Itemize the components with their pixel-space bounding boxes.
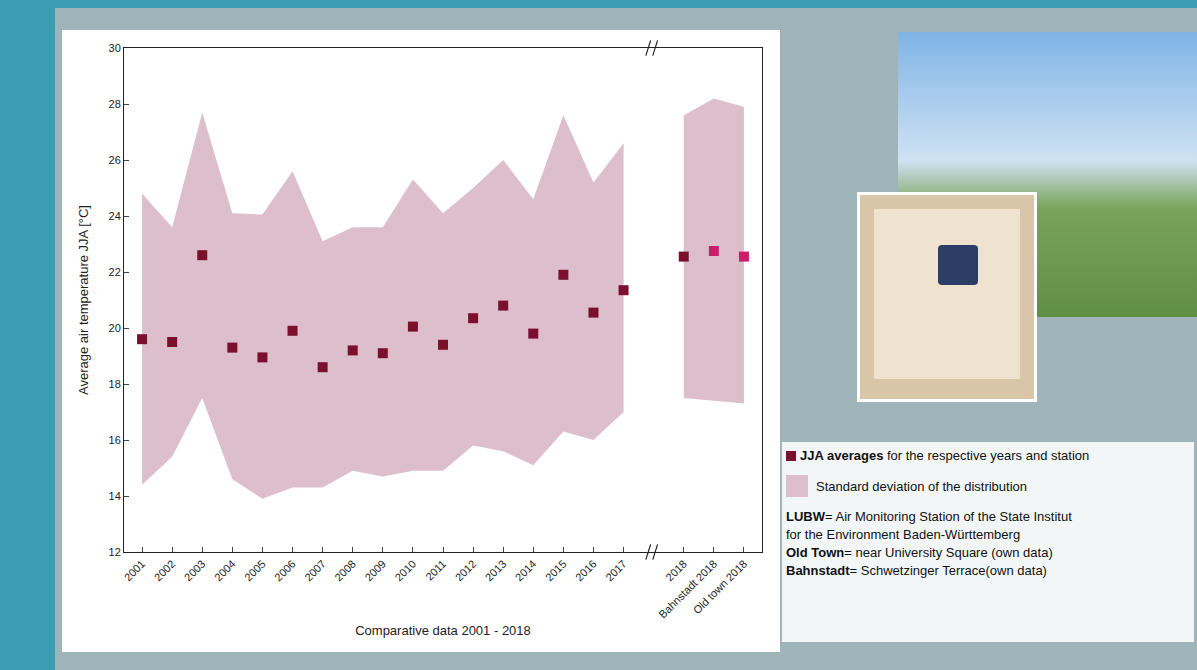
svg-text:2016: 2016 (573, 558, 599, 584)
html-text:JJA averages for the respectiv: JJA averages for the respective years an… (800, 448, 1090, 463)
svg-text:2011: 2011 (423, 558, 448, 583)
svg-text:2018: 2018 (663, 558, 689, 584)
svg-text:16: 16 (109, 434, 121, 446)
svg-text:2004: 2004 (212, 558, 238, 584)
svg-text:2017: 2017 (603, 558, 629, 584)
svg-text:2002: 2002 (152, 558, 178, 584)
html-text:for the Environment Baden-Würt: for the Environment Baden-Württemberg (786, 527, 1021, 542)
html-text:LUBW = Air Monitoring Station: LUBW = Air Monitoring Station of the Sta… (786, 509, 1072, 524)
svg-text:2014: 2014 (513, 558, 539, 584)
svg-text:2010: 2010 (392, 558, 418, 584)
svg-text:14: 14 (109, 490, 121, 502)
svg-text:2005: 2005 (242, 558, 268, 584)
svg-text:2009: 2009 (362, 558, 388, 584)
svg-text:12: 12 (109, 546, 121, 558)
svg-text:Old town 2018: Old town 2018 (691, 558, 750, 617)
svg-text:22: 22 (109, 266, 121, 278)
svg-text:20: 20 (109, 322, 121, 334)
html-text:Bahnstadt = Schwetzinger Terra: Bahnstadt = Schwetzinger Terrace(own dat… (786, 563, 1047, 578)
svg-text:24: 24 (109, 210, 121, 222)
svg-text:Average air temperature JJA [°: Average air temperature JJA [°C] (76, 205, 91, 395)
html-text:Standard deviation of the dist: Standard deviation of the distribution (816, 478, 1027, 494)
html-text:Old Town = near University Squ: Old Town = near University Square (own d… (786, 545, 1053, 560)
svg-text:2015: 2015 (543, 558, 569, 584)
svg-text:30: 30 (109, 42, 121, 54)
svg-text:2008: 2008 (332, 558, 358, 584)
svg-text:2006: 2006 (272, 558, 298, 584)
svg-text:2007: 2007 (302, 558, 328, 584)
svg-text:Comparative data 2001 - 2018: Comparative data 2001 - 2018 (355, 623, 531, 638)
svg-text:18: 18 (109, 378, 121, 390)
svg-text:2003: 2003 (182, 558, 208, 584)
svg-text:28: 28 (109, 98, 121, 110)
svg-text:Bahnstadt 2018: Bahnstadt 2018 (656, 558, 719, 621)
svg-text:26: 26 (109, 154, 121, 166)
svg-text:2001: 2001 (122, 558, 148, 584)
svg-text:2012: 2012 (453, 558, 479, 584)
svg-text:2013: 2013 (483, 558, 509, 584)
